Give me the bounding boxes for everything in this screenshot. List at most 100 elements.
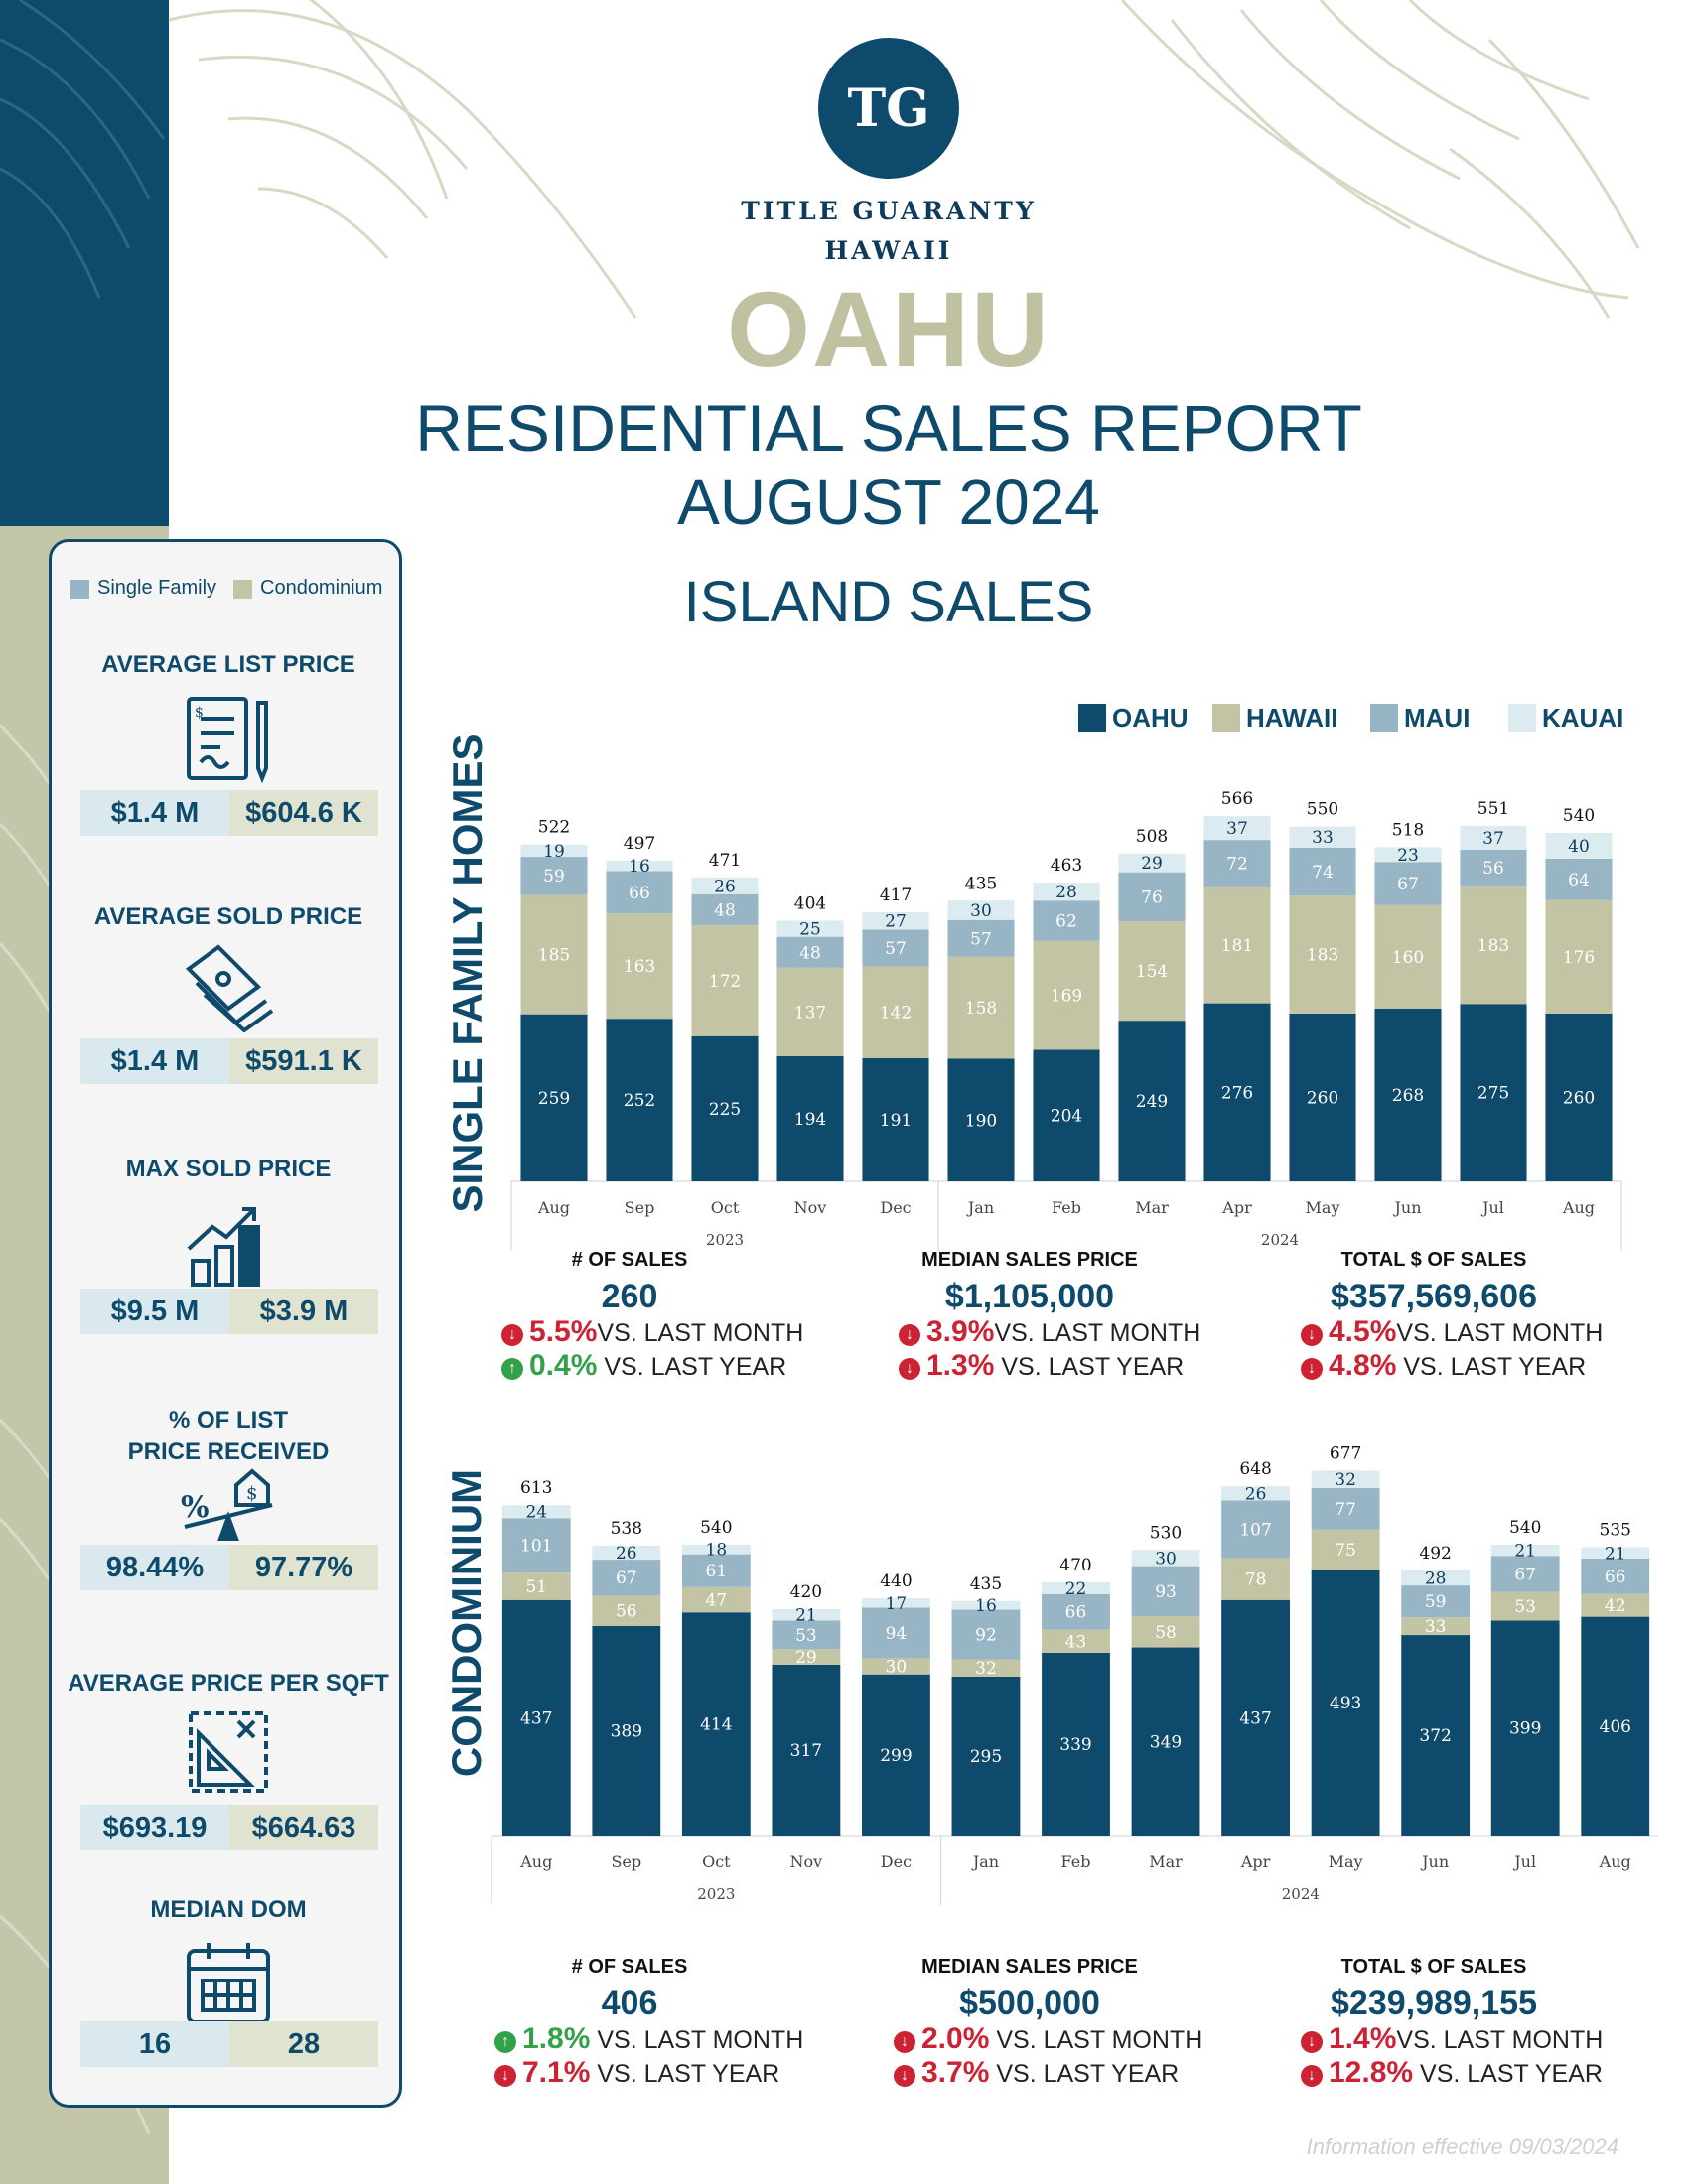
total-label: 518 bbox=[1392, 820, 1424, 840]
total-label: 417 bbox=[880, 886, 912, 905]
arrow-down-icon: ↓ bbox=[1301, 1358, 1323, 1380]
kpi-pct: 5.5% bbox=[529, 1315, 598, 1348]
kpi-value: 406 bbox=[601, 1984, 658, 2022]
data-label: 66 bbox=[1605, 1568, 1626, 1587]
brand-name-line2: HAWAII bbox=[824, 236, 953, 265]
blueprint-icon bbox=[189, 1711, 268, 1793]
year-group-label: 2024 bbox=[1282, 1885, 1320, 1903]
data-label: 67 bbox=[1514, 1565, 1536, 1584]
logo-initials: TG bbox=[847, 77, 930, 139]
bar-segment-maui bbox=[1311, 1487, 1380, 1530]
kpi-value: $1,105,000 bbox=[944, 1278, 1115, 1315]
data-label: 183 bbox=[1477, 936, 1509, 956]
legend-swatch-hawaii bbox=[1212, 704, 1240, 732]
chart-single-family: 259 185 59 19 522 Aug 252 163 66 16 497 Sep 225 172 48… bbox=[510, 789, 1622, 1251]
bar-segment-oahu bbox=[1374, 1008, 1442, 1181]
kpi-compare-text: VS. LAST YEAR bbox=[1001, 1353, 1185, 1381]
stat-value-single-family: $1.4 M bbox=[80, 1038, 229, 1084]
total-label: 420 bbox=[790, 1582, 822, 1602]
data-label: 414 bbox=[700, 1715, 732, 1735]
bar-segment-maui bbox=[606, 871, 673, 914]
legend-kauai: KAUAI bbox=[1542, 703, 1624, 733]
bar-segment-hawaii bbox=[1221, 1558, 1290, 1600]
total-label: 471 bbox=[709, 851, 741, 871]
legend-maui: MAUI bbox=[1404, 703, 1471, 733]
x-tick-label: Sep bbox=[611, 1852, 641, 1871]
kpi-change-year: ↓ 7.1% VS. LAST YEAR bbox=[494, 2056, 779, 2090]
bar-segment-kauai bbox=[1042, 1581, 1110, 1594]
data-label: 225 bbox=[709, 1100, 741, 1120]
data-label: 158 bbox=[965, 999, 997, 1019]
data-label: 32 bbox=[975, 1659, 997, 1679]
data-label: 160 bbox=[1392, 948, 1424, 968]
kpi-pct: 1.4% bbox=[1329, 2022, 1397, 2055]
x-tick-label: Jul bbox=[1512, 1852, 1536, 1871]
bar-segment-hawaii bbox=[1042, 1629, 1110, 1653]
total-label: 492 bbox=[1419, 1544, 1451, 1564]
data-label: 30 bbox=[1155, 1549, 1177, 1569]
x-tick-label: Sep bbox=[625, 1198, 655, 1217]
bar-segment-maui bbox=[1545, 859, 1613, 900]
bar-segment-oahu bbox=[520, 1014, 588, 1181]
bar-segment-maui bbox=[592, 1560, 661, 1596]
chart-title-single-family: SINGLE FAMILY HOMES bbox=[444, 733, 491, 1213]
data-label: 101 bbox=[520, 1537, 552, 1557]
total-label: 404 bbox=[794, 893, 826, 913]
stat-title: AVERAGE PRICE PER SQFT bbox=[68, 1670, 389, 1697]
kpi-pct: 1.8% bbox=[522, 2022, 591, 2055]
bar-segment-kauai bbox=[1374, 847, 1442, 863]
data-label: 181 bbox=[1221, 936, 1253, 956]
bar-segment-maui bbox=[520, 857, 588, 895]
arrow-down-icon: ↓ bbox=[501, 1324, 523, 1346]
kpi-label: # OF SALES bbox=[571, 1249, 688, 1271]
legend-swatch-condominium bbox=[233, 580, 252, 599]
data-label: 43 bbox=[1065, 1632, 1087, 1652]
data-label: 64 bbox=[1568, 871, 1590, 890]
bar-segment-kauai bbox=[592, 1545, 661, 1561]
bar-segment-oahu bbox=[1131, 1647, 1200, 1836]
bar-segment-kauai bbox=[606, 860, 673, 872]
arrow-down-icon: ↓ bbox=[1301, 2031, 1323, 2053]
data-label: 92 bbox=[975, 1626, 997, 1646]
total-label: 648 bbox=[1239, 1459, 1271, 1479]
bar-segment-maui bbox=[1042, 1593, 1110, 1630]
stat-value-condominium: 28 bbox=[229, 2021, 378, 2067]
total-label: 540 bbox=[700, 1518, 732, 1538]
bar-segment-maui bbox=[1131, 1566, 1200, 1617]
kpi-pct: 3.9% bbox=[926, 1315, 995, 1348]
bar-segment-oahu bbox=[1042, 1652, 1110, 1836]
arrow-down-icon: ↓ bbox=[1301, 2065, 1323, 2087]
data-label: 16 bbox=[629, 857, 650, 877]
total-label: 497 bbox=[624, 834, 655, 854]
bar-segment-maui bbox=[1401, 1585, 1471, 1618]
stat-title: MAX SOLD PRICE bbox=[125, 1156, 332, 1182]
data-label: 59 bbox=[1425, 1592, 1447, 1612]
bar-segment-hawaii bbox=[1581, 1593, 1650, 1617]
bar-segment-hawaii bbox=[501, 1572, 571, 1600]
x-tick-label: Mar bbox=[1135, 1198, 1169, 1217]
kpi-change-year: ↓ 4.8% VS. LAST YEAR bbox=[1301, 1349, 1586, 1383]
x-tick-label: Jun bbox=[1392, 1198, 1421, 1217]
calendar-icon bbox=[187, 1943, 270, 2024]
bar-segment-hawaii bbox=[1460, 886, 1527, 1005]
data-label: 40 bbox=[1568, 837, 1590, 857]
bar-segment-kauai bbox=[1131, 1550, 1200, 1567]
kpi-change-year: ↓ 12.8% VS. LAST YEAR bbox=[1301, 2056, 1603, 2090]
data-label: 183 bbox=[1307, 946, 1338, 966]
bar-segment-hawaii bbox=[947, 956, 1015, 1059]
data-label: 259 bbox=[538, 1089, 570, 1109]
data-label: 275 bbox=[1477, 1084, 1509, 1104]
bar-segment-maui bbox=[951, 1609, 1021, 1660]
bar-segment-oahu bbox=[592, 1625, 661, 1836]
bar-segment-kauai bbox=[1581, 1547, 1650, 1559]
bar-segment-kauai bbox=[947, 900, 1015, 920]
bar-segment-oahu bbox=[776, 1055, 844, 1181]
bar-segment-oahu bbox=[1311, 1570, 1380, 1836]
bar-segment-oahu bbox=[1221, 1599, 1290, 1836]
bar-segment-oahu bbox=[862, 1057, 929, 1181]
bar-segment-kauai bbox=[1460, 825, 1527, 850]
stat-title: AVERAGE SOLD PRICE bbox=[93, 903, 363, 930]
legend-condominium: Condominium bbox=[260, 577, 383, 599]
data-label: 299 bbox=[880, 1746, 912, 1766]
data-label: 56 bbox=[616, 1602, 637, 1622]
